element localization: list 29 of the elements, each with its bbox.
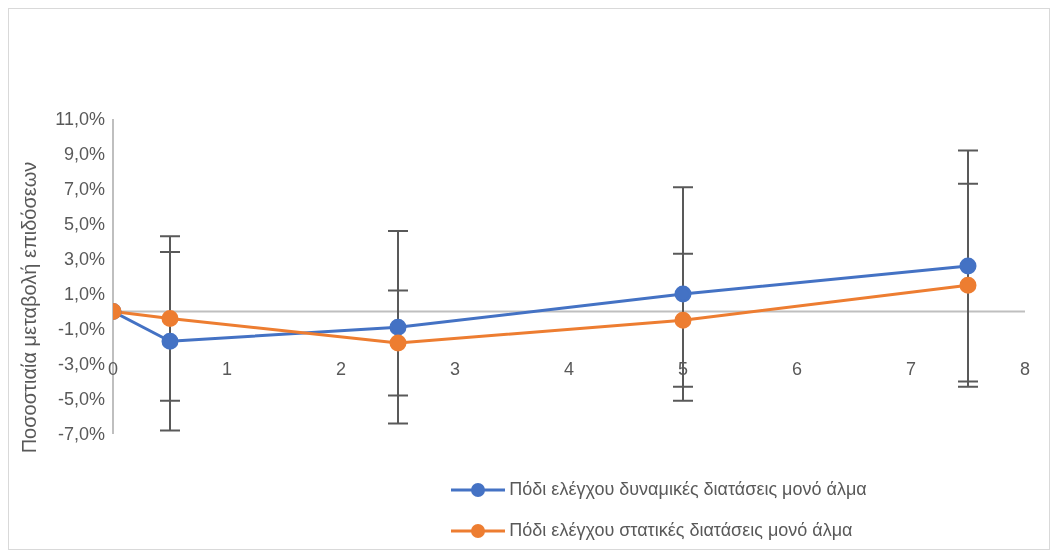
point [959,276,977,294]
x-tick-label: 4 [563,359,575,380]
point [389,334,407,352]
y-tick-label: 7,0% [63,179,105,200]
legend-label: Πόδι ελέγχου στατικές διατάσεις μονό άλμα [509,520,853,541]
x-tick-label: 1 [221,359,233,380]
point [389,318,407,336]
point [674,311,692,329]
y-tick-label: 5,0% [63,214,105,235]
x-tick-label: 8 [1019,359,1031,380]
x-tick-label: 3 [449,359,461,380]
y-tick-label: 11,0% [55,109,105,130]
point [959,257,977,275]
y-tick-label: -5,0% [57,389,105,410]
x-tick-label: 6 [791,359,803,380]
y-tick-label: 1,0% [63,284,105,305]
point [674,285,692,303]
legend-label: Πόδι ελέγχου δυναμικές διατάσεις μονό άλμα [509,479,867,500]
y-axis-title: Ποσοστιαία μεταβολή επιδόσεων [18,161,42,454]
y-tick-label: -3,0% [57,354,105,375]
y-tick-label: 9,0% [63,144,105,165]
y-tick-label: -7,0% [57,424,105,445]
x-tick-label: 2 [335,359,347,380]
point [161,332,179,350]
y-tick-label: -1,0% [57,319,105,340]
point [161,310,179,327]
x-tick-label: 0 [107,359,119,380]
x-tick-label: 7 [905,359,917,380]
y-tick-label: 3,0% [63,249,105,270]
